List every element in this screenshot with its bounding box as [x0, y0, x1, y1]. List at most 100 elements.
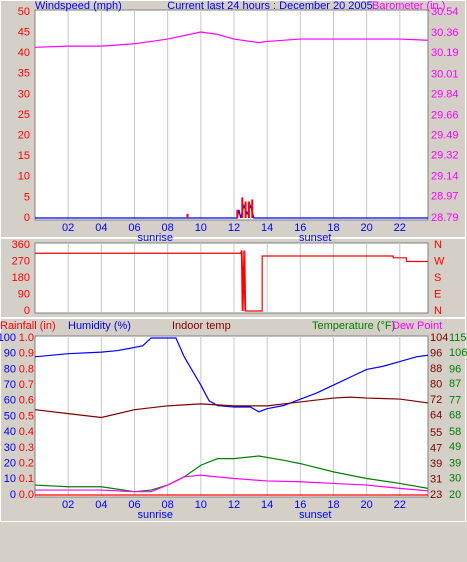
y-tick-label: 270	[12, 255, 30, 267]
y-tick-label: 20	[449, 489, 461, 501]
y-tick-label: 50	[4, 410, 16, 422]
x-tick-label: 06	[128, 222, 140, 234]
x-tick-label: 08	[162, 499, 174, 511]
y-tick-label: 77	[449, 395, 461, 407]
plot-area	[34, 242, 429, 314]
series-line	[35, 474, 429, 493]
y-tick-label: 30.01	[431, 68, 459, 80]
y-tick-label: 55	[430, 427, 442, 439]
x-tick-label: 02	[62, 499, 74, 511]
panel-frame	[0, 0, 466, 238]
y-tick-label: 87	[449, 378, 461, 390]
y-tick-label: 29.32	[431, 150, 459, 162]
y-tick-label: 0.0	[19, 489, 34, 501]
y-tick-label: 31	[430, 473, 442, 485]
y-tick-label: 30.19	[431, 47, 459, 59]
y-tick-label: 106	[449, 347, 467, 359]
y-tick-label: 30	[449, 472, 461, 484]
panel-frame	[0, 318, 466, 522]
y-tick-label: 40	[4, 426, 16, 438]
y-tick-label: 0.7	[19, 379, 34, 391]
y-tick-label: 30	[18, 88, 30, 100]
series-line	[34, 396, 429, 419]
legend-label: Windspeed (mph)	[35, 0, 122, 12]
x-tick-label: 18	[327, 499, 339, 511]
y-tick-label: 1.0	[19, 332, 34, 344]
y-tick-label: 5	[24, 191, 30, 203]
y-tick-label: 180	[12, 272, 30, 284]
y-tick-label: 96	[430, 347, 442, 359]
y-tick-label: 47	[430, 442, 442, 454]
annotation: sunset	[299, 509, 331, 521]
y-tick-label: 96	[449, 363, 461, 375]
legend-label: Temperature (°F)	[312, 320, 395, 332]
y-tick-label: 20	[18, 130, 30, 142]
series-line	[34, 455, 429, 493]
y-tick-label: 0	[10, 489, 16, 501]
y-tick-label: 0.1	[19, 473, 34, 485]
x-tick-label: 08	[162, 222, 174, 234]
y-tick-label: 39	[430, 458, 442, 470]
x-tick-label: 22	[394, 499, 406, 511]
y-tick-label: S	[434, 272, 441, 284]
annotation: sunset	[299, 232, 331, 244]
y-tick-label: 0.2	[19, 458, 34, 470]
x-tick-label: 16	[294, 499, 306, 511]
y-tick-label: 0	[24, 212, 30, 224]
x-tick-label: 14	[261, 222, 273, 234]
x-tick-label: 12	[228, 499, 240, 511]
y-tick-label: 104	[430, 332, 448, 344]
series-line	[35, 250, 428, 312]
y-tick-label: 35	[18, 68, 30, 80]
y-tick-label: 0.8	[19, 363, 34, 375]
panel-frame	[0, 238, 466, 318]
legend-label: Humidity (%)	[68, 320, 131, 332]
y-tick-label: 10	[4, 473, 16, 485]
y-tick-label: 72	[430, 394, 442, 406]
y-tick-label: 23	[430, 489, 442, 501]
y-tick-label: 0.5	[19, 410, 34, 422]
y-tick-label: 50	[18, 6, 30, 18]
y-tick-label: 40	[18, 47, 30, 59]
annotation: sunrise	[137, 509, 172, 521]
y-tick-label: 30	[4, 442, 16, 454]
y-tick-label: 45	[18, 27, 30, 39]
y-tick-label: N	[434, 239, 442, 251]
legend-label: Indoor temp	[172, 320, 231, 332]
y-tick-label: 49	[449, 441, 461, 453]
legend-label: Rainfall (in)	[0, 320, 56, 332]
y-tick-label: 29.66	[431, 109, 459, 121]
x-tick-label: 16	[294, 222, 306, 234]
y-tick-label: 115	[449, 332, 467, 344]
y-tick-label: 90	[18, 288, 30, 300]
x-tick-label: 06	[128, 499, 140, 511]
y-tick-label: 10	[18, 171, 30, 183]
y-tick-label: N	[434, 305, 442, 317]
y-tick-label: 64	[430, 409, 442, 421]
y-tick-label: 30.36	[431, 27, 459, 39]
x-tick-label: 14	[261, 499, 273, 511]
x-tick-label: 04	[95, 222, 107, 234]
y-tick-label: 0.4	[19, 426, 34, 438]
y-tick-label: 68	[449, 410, 461, 422]
plot-area	[34, 9, 429, 221]
y-tick-label: 29.49	[431, 130, 459, 142]
y-tick-label: 25	[18, 109, 30, 121]
y-tick-label: 0.6	[19, 395, 34, 407]
annotation: sunrise	[137, 232, 172, 244]
y-tick-label: 88	[430, 363, 442, 375]
y-tick-label: 0	[24, 305, 30, 317]
series-line	[34, 31, 429, 48]
y-tick-label: 15	[18, 150, 30, 162]
y-tick-label: 28.79	[431, 212, 459, 224]
y-tick-label: 30.54	[431, 6, 459, 18]
y-tick-label: 100	[0, 332, 16, 344]
plot-area	[34, 335, 429, 498]
legend-label: Dew Point	[392, 320, 442, 332]
x-tick-label: 04	[95, 499, 107, 511]
y-tick-label: 80	[430, 378, 442, 390]
series-line	[34, 337, 429, 413]
y-tick-label: 29.84	[431, 88, 459, 100]
y-tick-label: 28.97	[431, 191, 459, 203]
